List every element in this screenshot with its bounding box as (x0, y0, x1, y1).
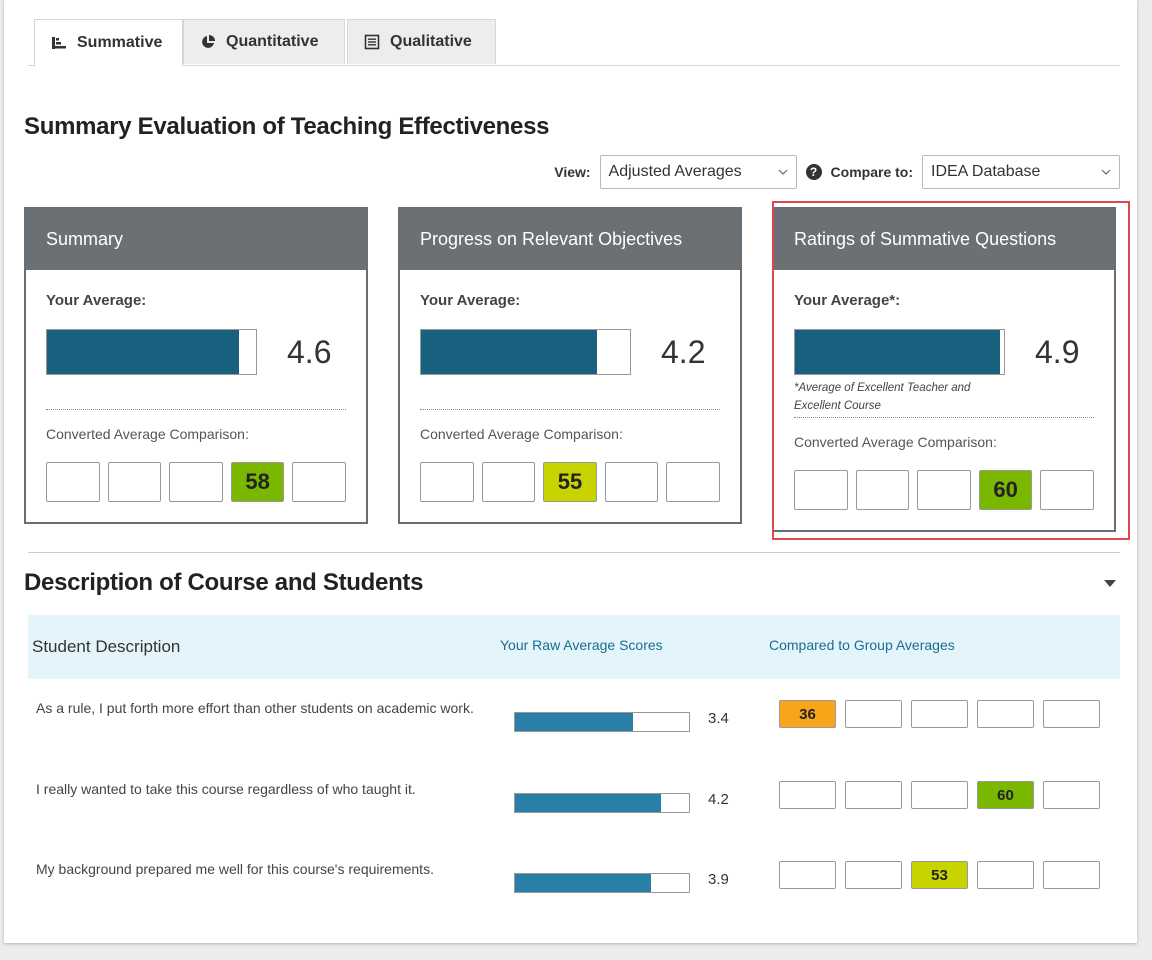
report-page: Summative Quantitative Qualitative Summa… (4, 0, 1137, 943)
column-header-group: Compared to Group Averages (769, 637, 955, 653)
comparison-box (292, 462, 346, 502)
tab-qualitative[interactable]: Qualitative (347, 19, 496, 64)
comparison-box (481, 462, 536, 502)
comparison-box (1040, 470, 1094, 510)
column-header-raw: Your Raw Average Scores (500, 637, 663, 653)
row-description: I really wanted to take this course rega… (36, 781, 416, 797)
group-comparison-box: 60 (977, 781, 1034, 809)
view-label: View: (554, 164, 591, 180)
comparison-box (420, 462, 474, 502)
average-value: 4.6 (287, 333, 332, 370)
table-header (28, 615, 1120, 679)
comparison-box (666, 462, 720, 502)
average-value: 4.9 (1035, 333, 1080, 370)
section-divider (28, 552, 1120, 553)
average-label: Your Average: (46, 292, 147, 309)
page-title: Summary Evaluation of Teaching Effective… (24, 113, 550, 140)
chevron-down-icon (778, 169, 787, 175)
group-comparison-box (779, 781, 836, 809)
summary-card: Summary Your Average: 4.6 Converted Aver… (24, 207, 368, 524)
column-header-student: Student Description (32, 637, 181, 656)
raw-score-value: 4.2 (708, 791, 729, 808)
comparison-box (855, 470, 910, 510)
raw-score-bar (514, 793, 690, 813)
help-icon[interactable]: ? (805, 164, 822, 180)
group-comparison-box (911, 700, 968, 728)
average-label: Your Average*: (794, 292, 901, 309)
summative-questions-card: Ratings of Summative Questions Your Aver… (772, 207, 1116, 532)
group-comparison-box: 36 (779, 700, 836, 728)
filter-row: View: Adjusted Averages ? Compare to: ID… (554, 155, 1120, 189)
comparison-box (604, 462, 659, 502)
comparison-box: 58 (230, 462, 285, 502)
group-comparison-box (845, 781, 902, 809)
card-title: Summary (26, 209, 366, 270)
comparison-label: Converted Average Comparison: (794, 434, 997, 450)
tab-bar: Summative Quantitative Qualitative (28, 19, 1120, 66)
row-description: My background prepared me well for this … (36, 861, 434, 877)
tab-quantitative[interactable]: Quantitative (183, 19, 345, 64)
group-comparison-box (1043, 861, 1100, 889)
row-description: As a rule, I put forth more effort than … (36, 700, 474, 716)
chevron-down-icon (1101, 169, 1111, 175)
average-footnote: *Average of Excellent Teacher and Excell… (794, 382, 971, 412)
group-comparison-box (779, 861, 836, 889)
average-bar (46, 329, 257, 375)
comparison-box (169, 462, 223, 502)
tab-label: Summative (77, 34, 163, 51)
view-select-value: Adjusted Averages (608, 163, 742, 180)
comparison-scale: 58 (46, 462, 346, 502)
tab-summative[interactable]: Summative (34, 19, 183, 66)
card-title: Ratings of Summative Questions (774, 209, 1114, 270)
highlight-frame (772, 201, 1130, 540)
view-select[interactable]: Adjusted Averages (599, 155, 797, 189)
comparison-label: Converted Average Comparison: (420, 426, 623, 442)
collapse-caret-icon[interactable] (1104, 580, 1116, 587)
document-icon (364, 34, 380, 50)
raw-score-bar (514, 712, 690, 732)
raw-score-bar (514, 873, 690, 893)
group-comparison-box (845, 700, 902, 728)
compare-select[interactable]: IDEA Database (922, 155, 1120, 189)
comparison-box: 60 (978, 470, 1033, 510)
bar-chart-icon (52, 37, 66, 49)
tab-label: Qualitative (390, 33, 472, 50)
raw-score-value: 3.9 (708, 871, 729, 888)
compare-select-value: IDEA Database (931, 163, 1041, 180)
group-comparison-box (977, 861, 1034, 889)
group-comparison-box (845, 861, 902, 889)
group-comparison-box (1043, 781, 1100, 809)
comparison-box (107, 462, 162, 502)
group-comparison-box: 53 (911, 861, 968, 889)
section-title-description: Description of Course and Students (24, 569, 424, 596)
compare-label: Compare to: (830, 164, 913, 180)
group-comparison-box (911, 781, 968, 809)
pie-chart-icon (202, 35, 215, 48)
average-bar (420, 329, 631, 375)
tab-label: Quantitative (226, 33, 319, 50)
average-label: Your Average: (420, 292, 521, 309)
average-value: 4.2 (661, 333, 706, 370)
comparison-box (917, 470, 971, 510)
comparison-box: 55 (543, 462, 597, 502)
objectives-card: Progress on Relevant Objectives Your Ave… (398, 207, 742, 524)
raw-score-value: 3.4 (708, 710, 729, 727)
comparison-box (794, 470, 848, 510)
card-title: Progress on Relevant Objectives (400, 209, 740, 270)
average-bar (794, 329, 1005, 375)
comparison-box (46, 462, 100, 502)
comparison-scale: 60 (794, 470, 1094, 510)
comparison-scale: 55 (420, 462, 720, 502)
comparison-label: Converted Average Comparison: (46, 426, 249, 442)
group-comparison-box (977, 700, 1034, 728)
group-comparison-box (1043, 700, 1100, 728)
